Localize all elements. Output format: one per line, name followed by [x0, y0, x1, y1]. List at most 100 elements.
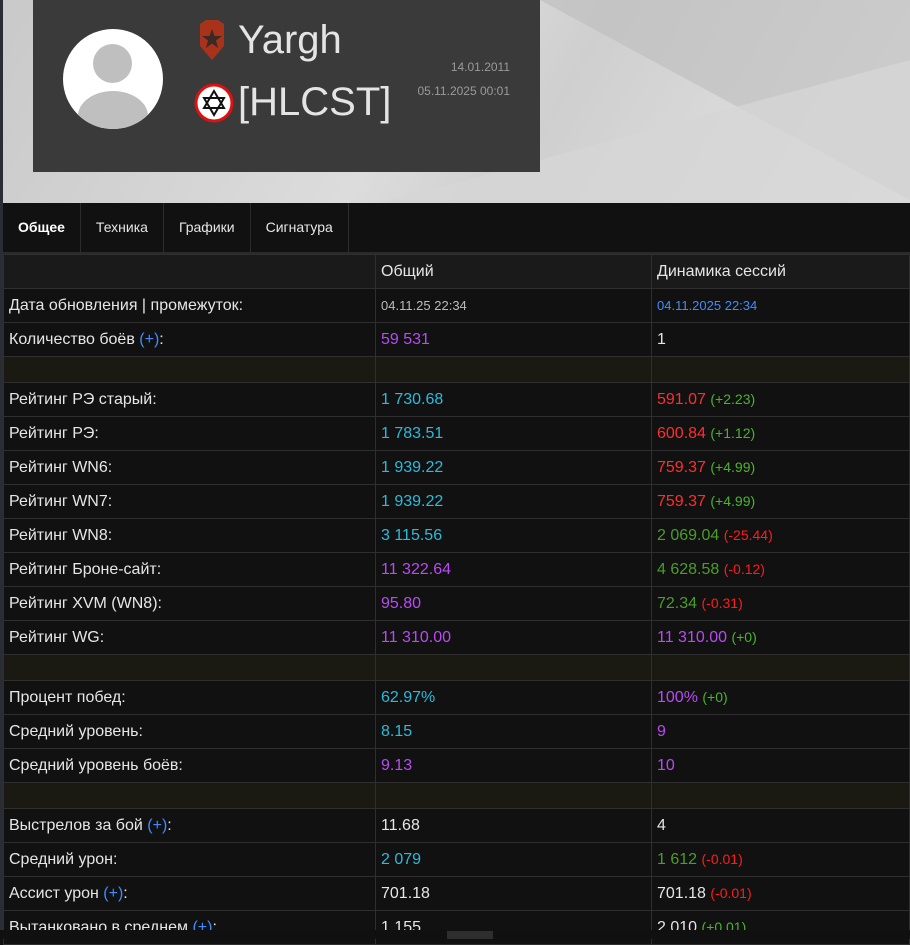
tab-general[interactable]: Общее: [3, 203, 81, 252]
row-label-cell: Средний урон:: [3, 842, 376, 877]
taskbar-app-icon[interactable]: [447, 931, 493, 939]
session-value: 72.34: [657, 594, 698, 612]
overall-value: 62.97%: [381, 688, 436, 706]
taskbar: [0, 930, 910, 939]
row-label: Процент побед:: [9, 688, 126, 706]
row-label-cell: Вытанковано в среднем (+):: [3, 910, 376, 945]
session-value-cell: 591.07 (+2.23): [651, 382, 910, 417]
table-row: Дата обновления | промежуток: 04.11.25 22…: [3, 288, 910, 323]
row-label: Рейтинг XVM (WN8):: [9, 594, 162, 612]
header-overall: Общий: [375, 254, 652, 289]
overall-value: 2 079: [381, 850, 422, 868]
row-label: Рейтинг WN7:: [9, 492, 113, 510]
table-row: Процент побед: 62.97% 100% (+0): [3, 680, 910, 715]
tab-signature[interactable]: Сигнатура: [251, 203, 349, 252]
overall-value-cell: 8.15: [375, 714, 652, 749]
row-label-cell: Рейтинг WN8:: [3, 518, 376, 553]
table-row: Рейтинг РЭ: 1 783.51 600.84 (+1.12): [3, 416, 910, 451]
session-value: 4 628.58: [657, 560, 720, 578]
session-value-cell: 759.37 (+4.99): [651, 484, 910, 519]
overall-value: 8.15: [381, 722, 413, 740]
table-row: Рейтинг XVM (WN8): 95.80 72.34 (-0.31): [3, 586, 910, 621]
session-value-cell: 600.84 (+1.12): [651, 416, 910, 451]
overall-value: 59 531: [381, 330, 430, 348]
row-label-cell: Рейтинг WN7:: [3, 484, 376, 519]
table-row: Рейтинг WN8: 3 115.56 2 069.04 (-25.44): [3, 518, 910, 553]
session-value: 759.37: [657, 458, 706, 476]
row-label: Рейтинг WN6:: [9, 458, 113, 476]
table-row: Средний урон: 2 079 1 612 (-0.01): [3, 842, 910, 877]
separator-cell: [375, 356, 652, 383]
overall-value-cell: 3 115.56: [375, 518, 652, 553]
overall-value-cell: 04.11.25 22:34: [375, 288, 652, 323]
row-label-cell: Выстрелов за бой (+):: [3, 808, 376, 843]
separator-cell: [3, 782, 376, 809]
table-separator: [3, 782, 910, 809]
table-row: Рейтинг Броне-сайт: 11 322.64 4 628.58 (-0…: [3, 552, 910, 587]
row-label-cell: Средний уровень:: [3, 714, 376, 749]
session-value-cell: 9: [651, 714, 910, 749]
overall-value: 11 322.64: [381, 560, 451, 578]
session-value: 759.37: [657, 492, 706, 510]
clan-emblem-icon[interactable]: [194, 83, 234, 123]
row-label-cell: Процент побед:: [3, 680, 376, 715]
session-value: 1: [657, 330, 666, 348]
session-value: 100%: [657, 688, 698, 706]
row-label-cell: Рейтинг РЭ старый:: [3, 382, 376, 417]
profile-card: Yargh [HLCST] 14.01.2011 05.11.2025 00:0…: [33, 0, 540, 172]
expand-link[interactable]: (+): [139, 330, 160, 348]
header-session: Динамика сессий: [651, 254, 910, 289]
session-delta: (-0.12): [723, 560, 765, 577]
overall-value: 04.11.25 22:34: [381, 297, 467, 313]
session-value-cell: 10: [651, 748, 910, 783]
row-label: Рейтинг Броне-сайт:: [9, 560, 162, 578]
table-separator: [3, 356, 910, 383]
table-row: Количество боёв (+): 59 531 1: [3, 322, 910, 357]
expand-link[interactable]: (+): [147, 816, 168, 834]
table-row: Рейтинг WN6: 1 939.22 759.37 (+4.99): [3, 450, 910, 485]
separator-cell: [651, 654, 910, 681]
rank-badge-icon: [200, 20, 224, 60]
session-delta: (+0): [702, 688, 728, 705]
row-label: Ассист урон: [9, 884, 99, 902]
row-label: Средний уровень боёв:: [9, 756, 183, 774]
session-value: 600.84: [657, 424, 706, 442]
row-label: Рейтинг РЭ старый:: [9, 390, 157, 408]
session-value-cell: 04.11.2025 22:34: [651, 288, 910, 323]
row-label-cell: Средний уровень боёв:: [3, 748, 376, 783]
row-label: Количество боёв: [9, 330, 135, 348]
table-header: Общий Динамика сессий: [3, 254, 910, 289]
tab-vehicles[interactable]: Техника: [81, 203, 164, 252]
session-delta: (+4.99): [710, 492, 756, 509]
table-row: Рейтинг WG: 11 310.00 11 310.00 (+0): [3, 620, 910, 655]
clan-tag[interactable]: [HLCST]: [238, 80, 392, 124]
session-delta: (+1.12): [710, 424, 756, 441]
avatar: [63, 29, 163, 129]
last-battle-date: 05.11.2025 00:01: [417, 84, 510, 98]
overall-value: 1 939.22: [381, 458, 444, 476]
session-value: 11 310.00: [657, 628, 727, 646]
registration-date: 14.01.2011: [450, 60, 510, 74]
overall-value-cell: 11 310.00: [375, 620, 652, 655]
overall-value-cell: 62.97%: [375, 680, 652, 715]
expand-link[interactable]: (+): [103, 884, 124, 902]
session-delta: (+4.99): [710, 458, 756, 475]
tab-charts[interactable]: Графики: [164, 203, 251, 252]
session-delta: (-0.31): [701, 594, 743, 611]
session-value: 10: [657, 756, 675, 774]
separator-cell: [651, 782, 910, 809]
session-value: 04.11.2025 22:34: [657, 297, 758, 313]
session-value: 591.07: [657, 390, 706, 408]
session-value-cell: 2 010 (+0.01): [651, 910, 910, 945]
row-label-cell: Рейтинг XVM (WN8):: [3, 586, 376, 621]
session-delta: (-0.01): [701, 850, 743, 867]
overall-value-cell: 1 783.51: [375, 416, 652, 451]
separator-cell: [651, 356, 910, 383]
overall-value: 1 730.68: [381, 390, 444, 408]
table-row: Выстрелов за бой (+): 11.68 4: [3, 808, 910, 843]
table-row: Средний уровень боёв: 9.13 10: [3, 748, 910, 783]
session-value-cell: 1 612 (-0.01): [651, 842, 910, 877]
table-row: Средний уровень: 8.15 9: [3, 714, 910, 749]
session-delta: (-0.01): [710, 884, 752, 901]
session-value: 4: [657, 816, 666, 834]
